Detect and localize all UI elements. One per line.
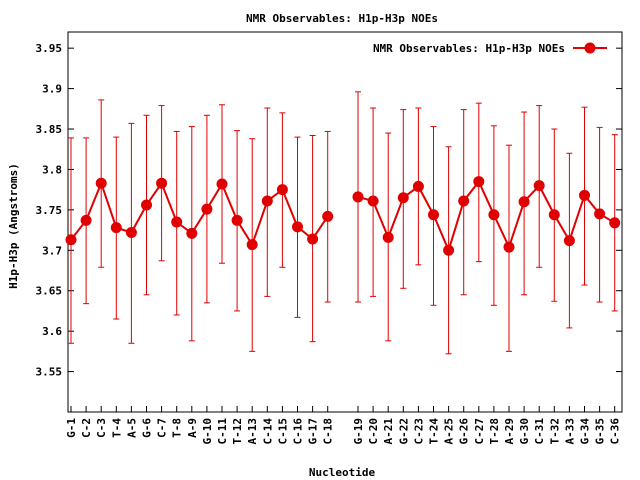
legend-marker bbox=[584, 42, 596, 54]
data-point bbox=[533, 180, 545, 192]
data-point bbox=[307, 233, 319, 245]
data-point bbox=[563, 235, 575, 247]
y-tick-label: 3.75 bbox=[36, 204, 63, 217]
data-point bbox=[473, 176, 485, 188]
x-tick-label: A-9 bbox=[186, 418, 199, 438]
x-axis-label: Nucleotide bbox=[309, 466, 376, 479]
x-tick-label: C-7 bbox=[156, 418, 169, 438]
x-tick-label: G-26 bbox=[458, 418, 471, 445]
y-tick-label: 3.6 bbox=[42, 325, 62, 338]
data-point bbox=[412, 180, 424, 192]
x-axis: G-1 C-2 C-3 T-4 A-5 G-6 C-7 T-8 A-9 G-10 C-11 T-12 A… bbox=[65, 406, 622, 445]
x-tick-label: A-13 bbox=[246, 418, 259, 445]
data-point bbox=[231, 214, 243, 226]
plot-border bbox=[67, 31, 623, 413]
x-tick-label: T-4 bbox=[110, 418, 123, 438]
x-tick-label: A-29 bbox=[503, 418, 516, 445]
y-tick-label: 3.55 bbox=[36, 366, 63, 379]
x-tick-label: A-25 bbox=[443, 418, 456, 445]
data-point bbox=[141, 199, 152, 211]
x-tick-label: A-33 bbox=[563, 418, 576, 445]
data-point bbox=[156, 177, 168, 189]
x-tick-label: C-3 bbox=[95, 418, 108, 438]
x-tick-label: G-10 bbox=[201, 418, 214, 445]
x-tick-label: T-8 bbox=[171, 418, 184, 438]
series-line bbox=[357, 179, 616, 254]
x-tick-label: C-36 bbox=[609, 418, 622, 445]
x-tick-label: G-1 bbox=[65, 418, 78, 438]
x-tick-label: C-15 bbox=[276, 418, 289, 445]
x-tick-label: T-24 bbox=[428, 418, 441, 445]
x-tick-label: C-11 bbox=[216, 418, 229, 445]
data-point bbox=[443, 244, 455, 256]
data-point bbox=[518, 196, 530, 208]
data-point bbox=[125, 227, 137, 239]
data-points bbox=[65, 176, 621, 256]
legend-label: NMR Observables: H1p-H3p NOEs bbox=[373, 42, 565, 55]
x-tick-label: G-17 bbox=[307, 418, 320, 445]
data-point bbox=[186, 227, 198, 239]
data-point bbox=[352, 191, 364, 203]
y-tick-label: 3.95 bbox=[36, 42, 63, 55]
data-point bbox=[261, 195, 273, 207]
data-point bbox=[458, 195, 470, 207]
y-axis: 3.55 3.6 3.65 3.7 3.75 3.8 3.85 3.9 3.95 bbox=[36, 42, 622, 379]
y-tick-label: 3.9 bbox=[42, 83, 62, 96]
x-tick-label: C-31 bbox=[533, 418, 546, 445]
x-tick-label: T-12 bbox=[231, 418, 244, 445]
x-tick-label: G-22 bbox=[397, 418, 410, 445]
x-tick-label: A-21 bbox=[382, 418, 395, 445]
data-point bbox=[216, 178, 228, 190]
x-tick-label: T-32 bbox=[548, 418, 561, 445]
x-tick-label: C-23 bbox=[412, 418, 425, 445]
data-point bbox=[80, 214, 92, 226]
series-lines bbox=[70, 179, 616, 254]
x-tick-label: G-19 bbox=[352, 418, 365, 445]
y-axis-label: H1p-H3p (Angstroms) bbox=[7, 163, 20, 289]
x-tick-label: C-27 bbox=[473, 418, 486, 445]
x-tick-label: G-35 bbox=[594, 418, 607, 445]
x-tick-label: C-18 bbox=[322, 418, 335, 445]
x-tick-label: T-28 bbox=[488, 418, 501, 445]
chart-title: NMR Observables: H1p-H3p NOEs bbox=[246, 12, 438, 25]
x-tick-label: A-5 bbox=[125, 418, 138, 438]
data-point bbox=[548, 209, 560, 221]
x-tick-label: C-2 bbox=[80, 418, 93, 438]
data-point bbox=[292, 221, 303, 233]
data-point bbox=[382, 231, 394, 243]
data-point bbox=[201, 203, 213, 215]
data-point bbox=[110, 222, 122, 234]
data-point bbox=[503, 241, 515, 253]
data-point bbox=[488, 209, 500, 221]
data-point bbox=[594, 208, 606, 220]
legend: NMR Observables: H1p-H3p NOEs bbox=[373, 42, 607, 55]
data-point bbox=[246, 239, 258, 251]
x-tick-label: C-20 bbox=[367, 418, 380, 445]
data-point bbox=[367, 195, 379, 207]
data-point bbox=[579, 189, 590, 201]
y-tick-label: 3.8 bbox=[42, 163, 62, 176]
data-point bbox=[322, 210, 334, 222]
y-tick-label: 3.65 bbox=[36, 285, 63, 298]
data-point bbox=[65, 234, 77, 246]
data-point bbox=[95, 177, 107, 189]
x-tick-label: G-30 bbox=[518, 418, 531, 445]
data-point bbox=[171, 216, 183, 228]
y-tick-label: 3.85 bbox=[36, 123, 63, 136]
x-tick-label: G-34 bbox=[579, 418, 592, 445]
x-tick-label: C-14 bbox=[261, 418, 274, 445]
x-tick-label: G-6 bbox=[141, 418, 154, 438]
error-bars bbox=[68, 91, 618, 355]
y-tick-label: 3.7 bbox=[42, 244, 62, 257]
data-point bbox=[276, 184, 288, 196]
data-point bbox=[397, 192, 409, 204]
series-line bbox=[70, 180, 329, 247]
x-tick-label: C-16 bbox=[292, 418, 305, 445]
data-point bbox=[428, 209, 439, 221]
data-point bbox=[609, 217, 621, 229]
plot-frame bbox=[67, 31, 623, 413]
